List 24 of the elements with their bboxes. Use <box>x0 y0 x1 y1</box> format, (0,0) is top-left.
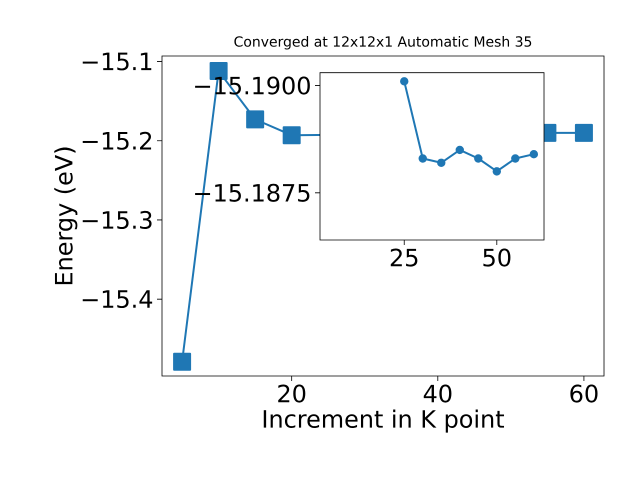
x-tick-label: 50 <box>483 248 510 267</box>
point <box>400 77 408 86</box>
point <box>173 352 192 371</box>
point <box>511 154 520 163</box>
x-tick-label: 20 <box>278 384 306 403</box>
point <box>574 124 593 142</box>
x-tick-label: 40 <box>424 384 452 403</box>
y-axis-title: Energy (eV) <box>54 148 78 284</box>
point <box>437 158 446 167</box>
point <box>246 110 264 128</box>
x-axis-title: Increment in K point <box>264 409 504 433</box>
point <box>282 126 301 144</box>
point <box>530 150 538 158</box>
y-tick-label: −15.3 <box>82 210 152 230</box>
point <box>492 167 501 176</box>
point <box>418 154 427 163</box>
x-tick-label: 25 <box>390 248 418 267</box>
point <box>474 154 482 163</box>
point <box>456 146 464 154</box>
y-tick-label: −15.4 <box>82 290 152 308</box>
x-tick-label: 60 <box>570 384 598 403</box>
y-tick-label: −15.1 <box>82 52 152 70</box>
y-tick-label: −15.2 <box>82 132 152 150</box>
chart-title: Converged at 12x12x1 Automatic Mesh 35 <box>234 36 532 50</box>
